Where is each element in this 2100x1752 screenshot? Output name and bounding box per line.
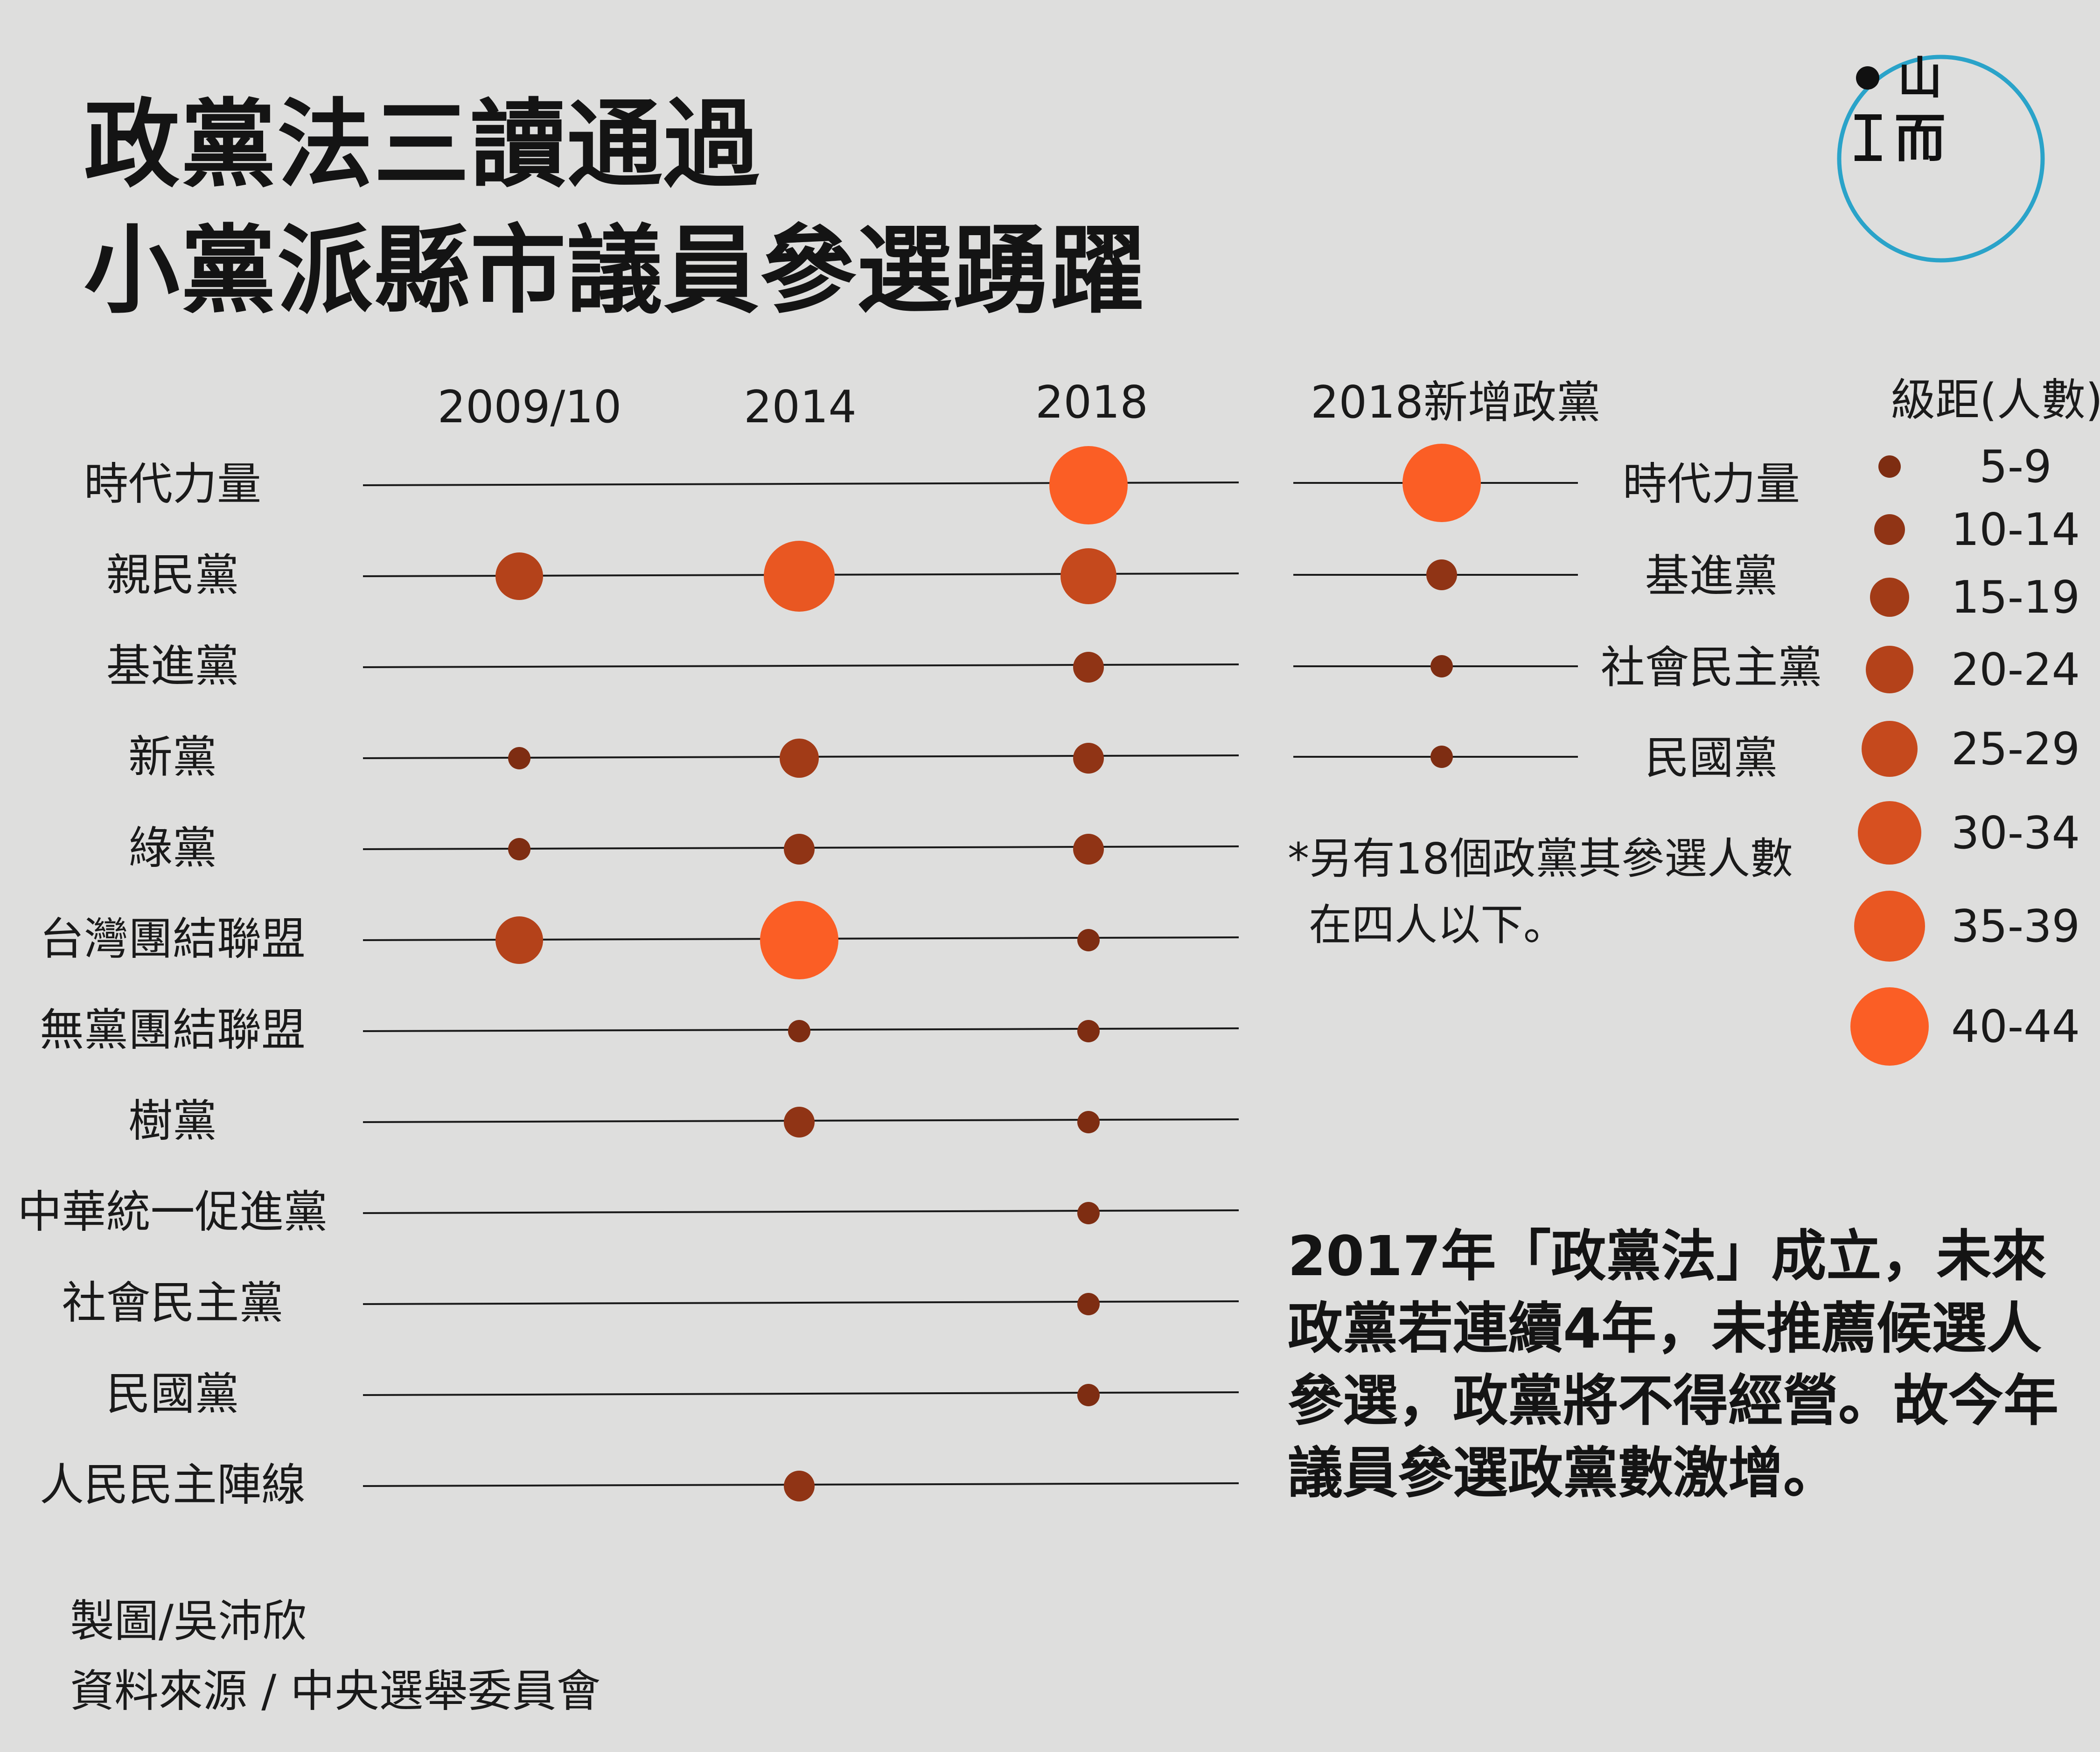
data-dot <box>495 916 543 964</box>
data-dot <box>784 1471 815 1501</box>
logo-dot <box>1856 66 1879 90</box>
legend-dot <box>1874 514 1905 545</box>
footnote-line-1: *另有18個政黨其參選人數 <box>1288 834 1793 884</box>
new-party-dot <box>1430 746 1453 768</box>
data-dot <box>508 747 530 769</box>
row-line <box>363 1209 1239 1214</box>
new-party-label: 社會民主黨 <box>1600 642 1822 693</box>
row-label: 親民黨 <box>106 550 239 601</box>
legend-label: 5-9 <box>1979 441 2051 493</box>
data-dot <box>1077 1202 1100 1224</box>
legend-label: 35-39 <box>1951 901 2080 952</box>
new-party-dot <box>1402 444 1481 522</box>
row-label: 綠黨 <box>128 823 217 874</box>
row-label: 民國黨 <box>106 1368 239 1420</box>
column-header-2009: 2009/10 <box>438 382 622 433</box>
new-party-label: 基進黨 <box>1645 551 1778 602</box>
data-dot <box>495 552 543 600</box>
logo-bar-bottom <box>1855 155 1882 161</box>
footnote-line-2: 在四人以下。 <box>1309 900 1567 950</box>
row-label: 樹黨 <box>128 1096 217 1147</box>
data-dot <box>1077 1020 1100 1042</box>
row-line <box>363 663 1239 668</box>
legend-dot <box>1870 578 1909 617</box>
new-party-dot <box>1426 559 1457 590</box>
legend-label: 10-14 <box>1951 504 2080 556</box>
row-line <box>363 1300 1239 1305</box>
credits: 製圖/吳沛欣 資料來源 / 中央選舉委員會 <box>70 1586 600 1726</box>
data-dot <box>1049 446 1128 524</box>
row-label: 社會民主黨 <box>62 1277 283 1329</box>
new-party-label: 民國黨 <box>1645 733 1778 784</box>
legend-label: 40-44 <box>1951 1001 2080 1053</box>
data-dot <box>760 901 838 979</box>
data-dot <box>764 541 835 612</box>
footnote: *另有18個政黨其參選人數 在四人以下。 <box>1288 826 1848 958</box>
logo-text-and: 而 <box>1894 109 1946 168</box>
new-party-label: 時代力量 <box>1623 459 1800 510</box>
brand-logo: 山 而 <box>1837 53 2045 263</box>
data-dot <box>1077 1384 1100 1406</box>
legend-dot <box>1854 891 1925 962</box>
row-label: 台灣團結聯盟 <box>40 914 306 965</box>
data-dot <box>1077 929 1100 951</box>
legend-dot <box>1878 455 1901 478</box>
row-label: 中華統一促進黨 <box>17 1187 328 1238</box>
data-dot <box>1060 548 1116 604</box>
legend-label: 20-24 <box>1951 644 2080 696</box>
column-header-2014: 2014 <box>744 382 857 433</box>
new-party-dot <box>1430 655 1453 677</box>
summary-text: 2017年「政黨法」成立，未來政黨若連續4年，未推薦候選人參選，政黨將不得經營。… <box>1288 1224 2059 1505</box>
data-dot <box>1077 1111 1100 1133</box>
legend-dot <box>1850 987 1929 1066</box>
row-label: 無黨團結聯盟 <box>40 1005 306 1056</box>
data-dot <box>780 739 819 778</box>
logo-ring <box>1837 55 2045 263</box>
row-label: 新黨 <box>128 732 217 783</box>
legend-label: 15-19 <box>1951 572 2080 623</box>
title-line-2: 小黨派縣市議員參選踴躍 <box>84 215 1146 327</box>
row-label: 基進黨 <box>106 641 239 692</box>
data-dot <box>1073 652 1104 683</box>
data-dot <box>1073 834 1104 865</box>
legend-dot <box>1862 721 1918 777</box>
author-credit: 製圖/吳沛欣 <box>70 1596 307 1647</box>
data-dot <box>784 834 815 865</box>
legend-label: 25-29 <box>1951 724 2080 775</box>
legend-dot <box>1866 646 1913 693</box>
row-label: 時代力量 <box>84 459 261 510</box>
page-title: 政黨法三讀通過 小黨派縣市議員參選踴躍 <box>84 82 1146 334</box>
row-label: 人民民主陣線 <box>40 1459 306 1511</box>
logo-bar-stem <box>1865 114 1871 161</box>
data-dot <box>1077 1293 1100 1315</box>
legend-dot <box>1858 801 1921 865</box>
data-dot <box>508 838 530 860</box>
column-header-new-parties: 2018新增政黨 <box>1311 377 1601 428</box>
data-dot <box>788 1020 810 1042</box>
data-dot <box>784 1107 815 1138</box>
legend-label: 30-34 <box>1951 808 2080 859</box>
row-line <box>363 1391 1239 1396</box>
legend-title: 級距(人數) <box>1891 375 2100 426</box>
data-dot <box>1073 743 1104 774</box>
title-line-1: 政黨法三讀通過 <box>84 89 760 201</box>
logo-text-mountain: 山 <box>1898 53 1942 104</box>
data-source: 資料來源 / 中央選舉委員會 <box>70 1666 601 1717</box>
column-header-2018: 2018 <box>1035 377 1148 428</box>
